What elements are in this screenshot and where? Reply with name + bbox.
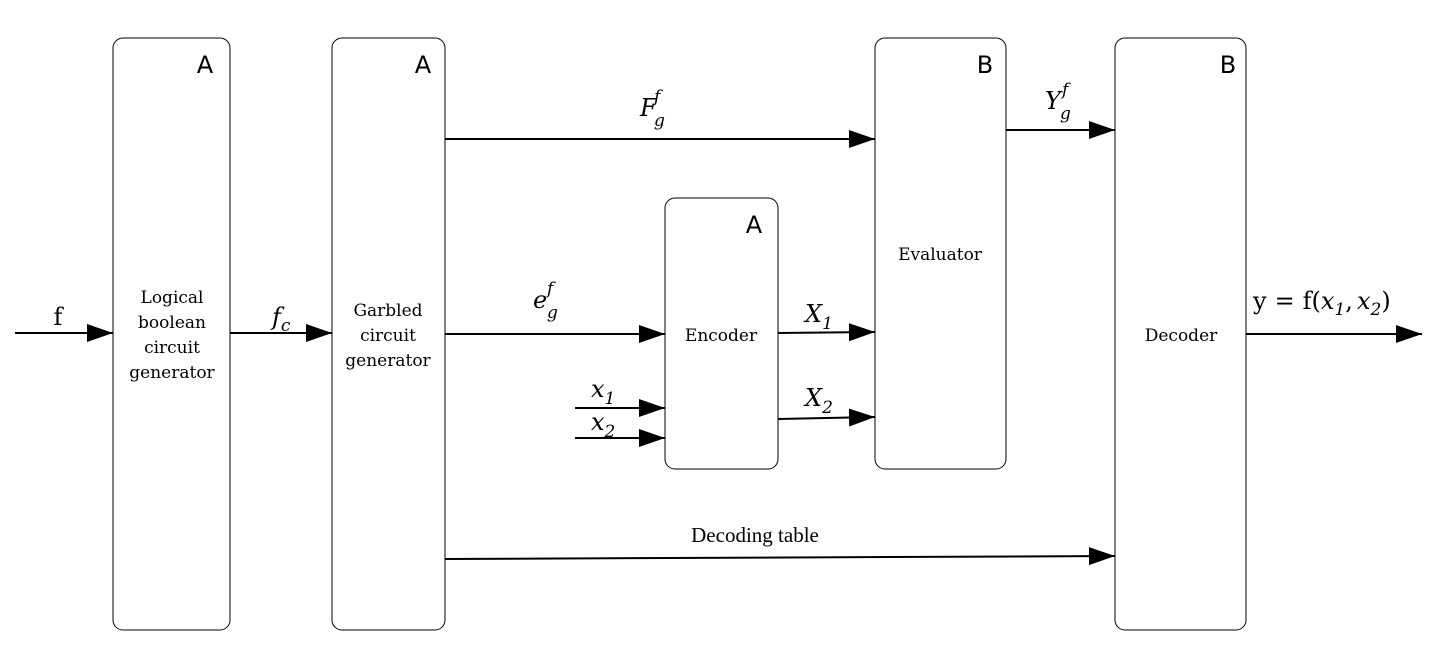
block-label-line: generator bbox=[129, 363, 215, 383]
block-label-line: Encoder bbox=[685, 326, 758, 346]
arrow-decoding-table bbox=[444, 547, 1116, 566]
label-X2: X2 bbox=[803, 384, 833, 418]
block-label-line: Garbled bbox=[353, 301, 422, 321]
arrow-X2 bbox=[777, 408, 876, 427]
label-Ygf: Yf g bbox=[1045, 80, 1071, 124]
label-Fgf: Ff g bbox=[639, 87, 665, 131]
block-label-line: generator bbox=[345, 351, 431, 371]
label-x2: x2 bbox=[591, 408, 615, 442]
block-label-line: boolean bbox=[138, 313, 206, 333]
party-label: B bbox=[977, 51, 993, 79]
label-decoding-table: Decoding table bbox=[691, 523, 819, 547]
label-fc: fc bbox=[270, 303, 291, 336]
label-f: f bbox=[54, 303, 65, 331]
encoder-block: A Encoder bbox=[664, 197, 779, 470]
block-label-line: Evaluator bbox=[898, 245, 983, 265]
block-label-line: Decoder bbox=[1145, 326, 1218, 346]
party-label: A bbox=[415, 51, 432, 79]
evaluator-block: B Evaluator bbox=[874, 37, 1007, 470]
label-x1: x1 bbox=[591, 375, 615, 409]
party-label: A bbox=[746, 211, 763, 239]
garbled-circuit-generator-block: A Garbled circuit generator bbox=[331, 37, 446, 631]
label-egf: ef g bbox=[533, 279, 558, 323]
party-label: B bbox=[1220, 51, 1236, 79]
party-label: A bbox=[197, 51, 214, 79]
block-label-line: circuit bbox=[360, 326, 416, 346]
label-output-equation: y = f(x1, x2) bbox=[1252, 287, 1391, 320]
decoder-block: B Decoder bbox=[1114, 37, 1247, 631]
block-label-line: circuit bbox=[144, 338, 200, 358]
block-label-line: Logical bbox=[141, 288, 204, 308]
arrow-X1 bbox=[777, 323, 876, 342]
logical-boolean-circuit-generator-block: A Logical boolean circuit generator bbox=[112, 37, 231, 631]
label-X1: X1 bbox=[803, 300, 833, 334]
